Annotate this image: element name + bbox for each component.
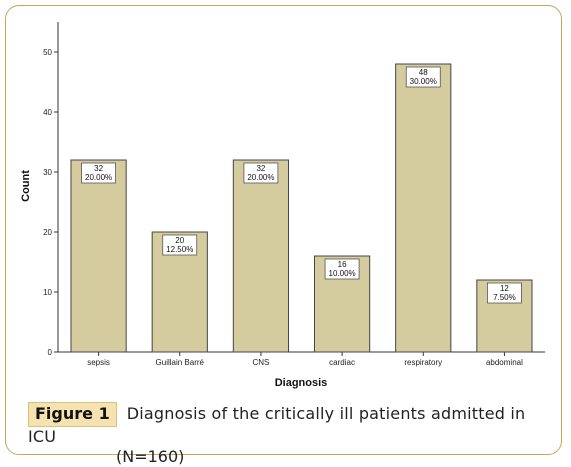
data-label-count: 20 (175, 236, 184, 245)
figure-label: Figure 1 (28, 402, 117, 427)
data-label-percent: 12.50% (166, 245, 193, 254)
x-tick-label: CNS (252, 358, 269, 367)
figure-caption: Figure 1 Diagnosis of the critically ill … (28, 402, 548, 467)
data-label-count: 16 (338, 260, 347, 269)
x-tick-label: cardiac (329, 358, 355, 367)
bar (395, 63, 452, 353)
caption-text-line2: (N=160) (116, 447, 185, 466)
data-label-box (243, 162, 279, 184)
x-tick-label: Guillain Barré (156, 358, 205, 367)
data-label-box (81, 162, 116, 184)
data-label-box (405, 66, 441, 88)
caption-text-line1: Diagnosis of the critically ill patients… (28, 404, 526, 446)
data-label-count: 32 (94, 164, 103, 173)
data-label-percent: 20.00% (85, 173, 112, 182)
data-label-percent: 10.00% (329, 269, 356, 278)
bar (70, 159, 127, 353)
y-axis-label: Count (20, 170, 32, 202)
data-label-count: 32 (256, 164, 265, 173)
data-label-percent: 7.50% (493, 293, 516, 302)
data-label-percent: 20.00% (247, 173, 274, 182)
y-tick-label: 10 (43, 288, 52, 297)
x-tick-label: abdominal (486, 358, 523, 367)
data-label-box (487, 282, 522, 304)
y-tick-label: 30 (43, 168, 52, 177)
data-label-box (162, 234, 198, 256)
bar (232, 159, 290, 353)
x-tick-label: respiratory (404, 358, 442, 367)
y-tick-label: 0 (48, 348, 53, 357)
y-tick-label: 20 (43, 228, 52, 237)
data-label-count: 48 (419, 68, 428, 77)
data-label-count: 12 (500, 284, 509, 293)
data-label-percent: 30.00% (410, 77, 437, 86)
y-tick-label: 50 (43, 48, 52, 57)
y-tick-label: 40 (43, 108, 52, 117)
data-label-box (324, 258, 360, 280)
x-tick-label: sepsis (87, 358, 110, 367)
x-axis-label: Diagnosis (275, 377, 328, 389)
